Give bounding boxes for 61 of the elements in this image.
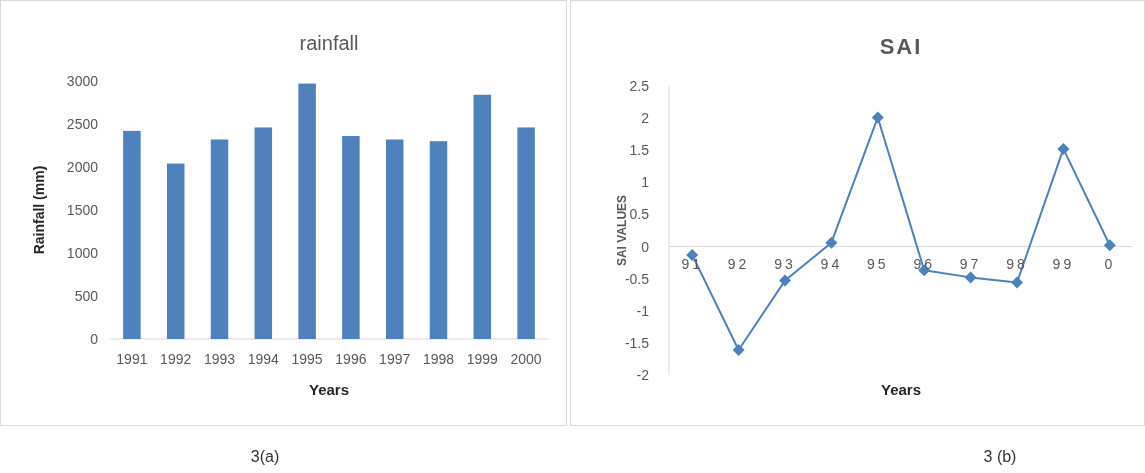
chart-title: SAI — [879, 34, 923, 59]
y-axis-title: Rainfall (mm) — [31, 165, 47, 255]
y-tick-label: 500 — [74, 288, 99, 304]
point — [871, 111, 884, 124]
x-tick-label: 1999 — [466, 351, 499, 367]
y-tick-label: 1500 — [66, 202, 99, 218]
y-tick-label: 0 — [641, 238, 650, 255]
point — [779, 274, 791, 287]
x-tick-label: 94 — [820, 255, 843, 272]
point — [964, 271, 977, 284]
y-tick-label: 0.5 — [629, 206, 650, 223]
point — [825, 236, 838, 249]
x-tick-label: 0 — [1104, 255, 1116, 272]
bar — [473, 94, 492, 339]
x-tick-label: 98 — [1006, 255, 1028, 272]
y-tick-label: 1.5 — [629, 142, 650, 159]
y-tick-label: 0 — [90, 331, 99, 347]
bar — [429, 141, 448, 339]
point — [1103, 239, 1116, 252]
bar — [342, 136, 360, 339]
y-tick-label: 1000 — [66, 245, 99, 261]
y-tick-label: -2 — [636, 367, 650, 383]
y-tick-label: 3000 — [66, 73, 99, 89]
x-tick-label: 1994 — [247, 351, 280, 367]
x-tick-label: 1996 — [335, 351, 367, 367]
y-axis-title: SAI VALUES — [615, 194, 629, 267]
x-axis-title: Years — [308, 381, 350, 398]
chart-title: rainfall — [299, 32, 359, 54]
text: 3(a) — [250, 448, 280, 465]
y-tick-label: -0.5 — [624, 270, 650, 287]
bar — [298, 83, 316, 339]
text: 3 (b) — [983, 448, 1017, 465]
x-tick-label: 1993 — [203, 351, 236, 367]
x-axis-title: Years — [880, 381, 922, 398]
y-tick-label: -1.5 — [624, 334, 650, 351]
bar — [254, 127, 273, 339]
x-tick-label: 1991 — [116, 351, 148, 367]
point — [1057, 142, 1070, 155]
bar — [166, 163, 185, 339]
x-tick-label: 2000 — [510, 351, 542, 367]
bar — [517, 127, 535, 339]
y-tick-label: 2500 — [66, 116, 99, 132]
y-tick-label: 2 — [641, 110, 650, 127]
x-tick-label: 1998 — [422, 351, 455, 367]
y-tick-label: 1 — [641, 174, 650, 191]
x-tick-label: 1995 — [291, 351, 323, 367]
point — [1011, 276, 1023, 289]
point — [732, 343, 745, 356]
x-tick-label: 99 — [1052, 255, 1075, 272]
bar — [123, 130, 141, 339]
y-tick-label: -1 — [636, 302, 650, 319]
x-tick-label: 93 — [774, 255, 796, 272]
bar — [210, 139, 229, 339]
bar — [385, 139, 404, 339]
x-tick-label: 1997 — [379, 351, 411, 367]
x-tick-label: 92 — [727, 255, 750, 272]
y-tick-label: 2.5 — [629, 78, 650, 94]
y-tick-label: 2000 — [66, 159, 99, 175]
x-tick-label: 95 — [867, 255, 889, 272]
x-tick-label: 1992 — [160, 351, 192, 367]
x-tick-label: 97 — [959, 255, 982, 272]
